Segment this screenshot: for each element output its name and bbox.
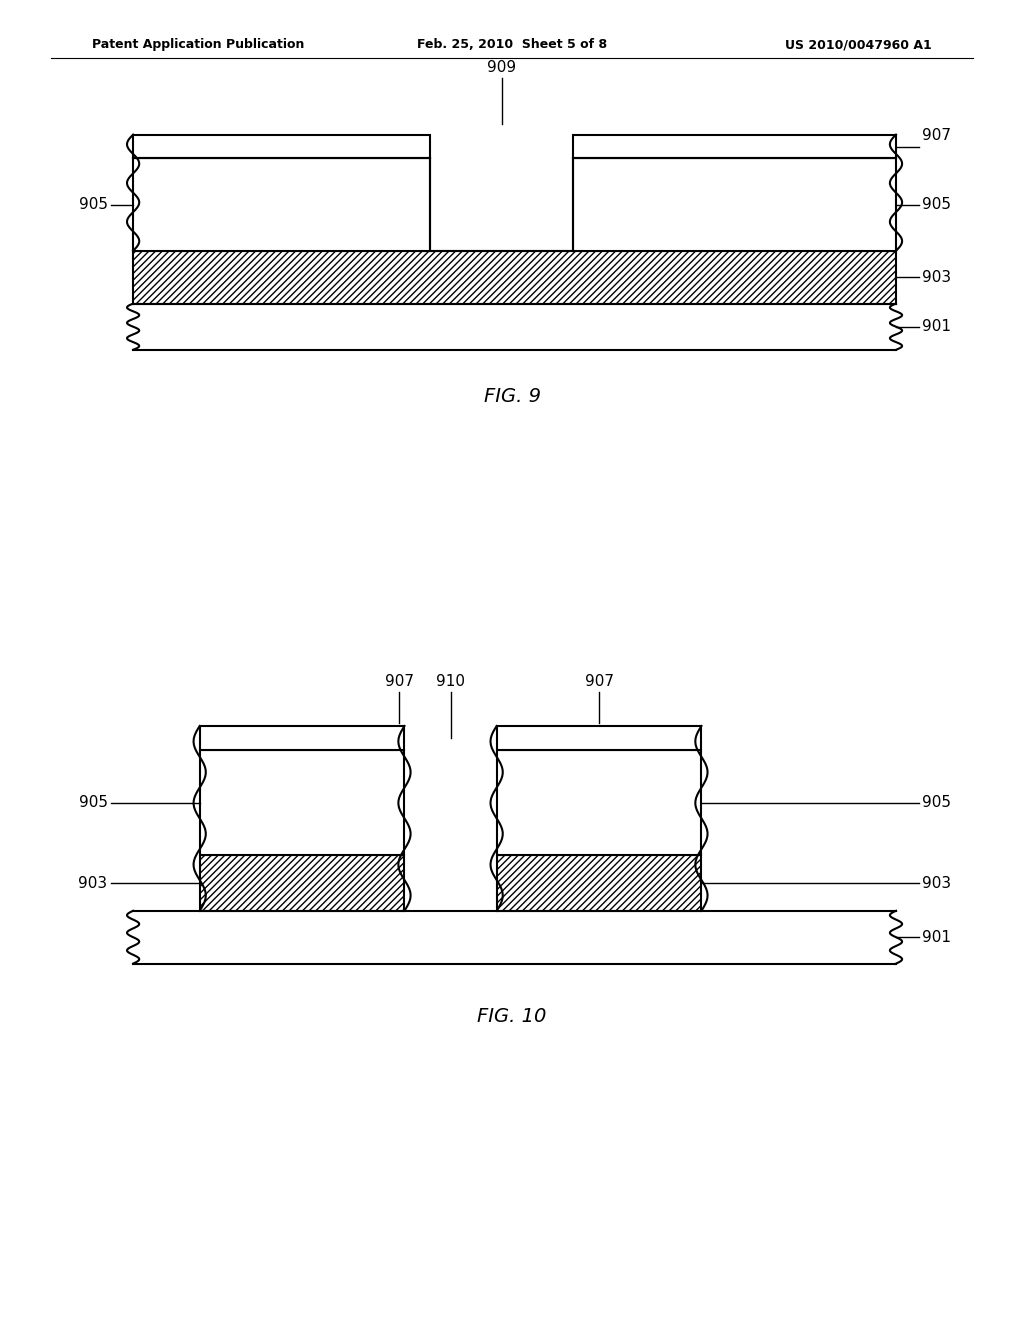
- Text: 903: 903: [79, 875, 108, 891]
- Text: 907: 907: [585, 675, 613, 689]
- Text: FIG. 9: FIG. 9: [483, 387, 541, 405]
- Text: US 2010/0047960 A1: US 2010/0047960 A1: [785, 38, 932, 51]
- Text: Patent Application Publication: Patent Application Publication: [92, 38, 304, 51]
- Text: 905: 905: [79, 795, 108, 810]
- Bar: [573, 135, 896, 158]
- Text: 901: 901: [922, 319, 950, 334]
- Text: Feb. 25, 2010  Sheet 5 of 8: Feb. 25, 2010 Sheet 5 of 8: [417, 38, 607, 51]
- Bar: [133, 135, 430, 158]
- Bar: [200, 750, 404, 855]
- Text: 903: 903: [922, 875, 950, 891]
- Text: 910: 910: [436, 675, 465, 689]
- Text: 905: 905: [922, 795, 950, 810]
- Text: FIG. 10: FIG. 10: [477, 1007, 547, 1026]
- Text: 905: 905: [79, 197, 108, 213]
- Bar: [200, 726, 404, 750]
- Bar: [133, 251, 896, 304]
- Bar: [497, 855, 701, 911]
- Bar: [497, 726, 701, 750]
- Text: 903: 903: [922, 269, 950, 285]
- Bar: [497, 750, 701, 855]
- Text: 905: 905: [922, 197, 950, 213]
- Text: 909: 909: [487, 61, 516, 75]
- Bar: [133, 158, 430, 251]
- Text: 901: 901: [922, 929, 950, 945]
- Text: 907: 907: [922, 128, 950, 144]
- Bar: [573, 158, 896, 251]
- Text: 907: 907: [385, 675, 414, 689]
- Bar: [200, 855, 404, 911]
